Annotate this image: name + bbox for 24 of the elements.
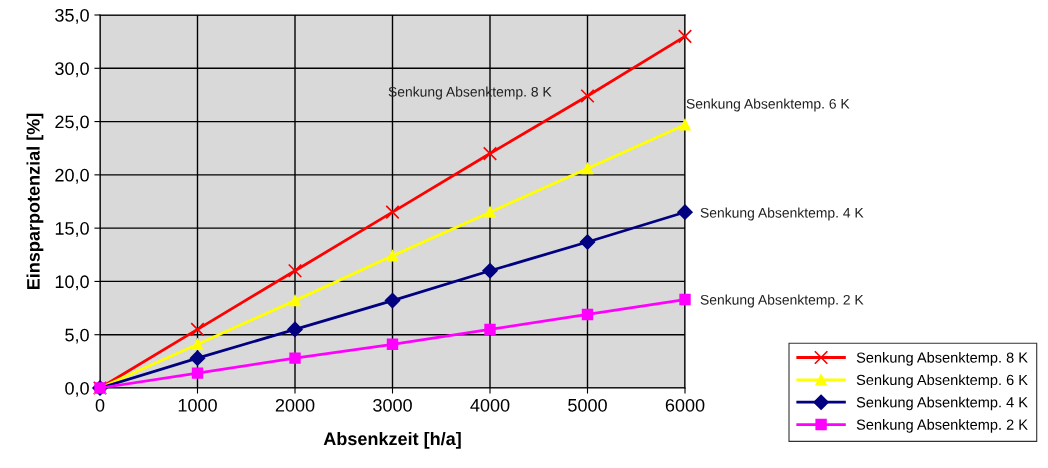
- y-tick-label: 35,0: [55, 8, 89, 24]
- y-tick-label: 0,0: [65, 381, 89, 397]
- legend-label: Senkung Absenktemp. 4 K: [856, 396, 1028, 411]
- y-tick-label: 25,0: [55, 115, 89, 131]
- y-tick-label: 5,0: [65, 328, 89, 344]
- y-tick-label: 20,0: [55, 168, 89, 184]
- y-tick-label: 30,0: [55, 62, 89, 78]
- x-tick-label: 6000: [665, 398, 705, 412]
- x-axis-title: Absenkzeit [h/a]: [323, 431, 461, 449]
- y-tick-label: 10,0: [55, 275, 89, 291]
- x-tick-label: 0: [95, 398, 105, 412]
- x-tick-label: 1000: [178, 398, 217, 412]
- x-tick-label: 4000: [470, 398, 510, 412]
- y-tick-label: 15,0: [55, 222, 89, 237]
- x-tick-label: 5000: [568, 398, 607, 412]
- text: Senkung Absenktemp. 2 K: [700, 294, 864, 308]
- legend-label: Senkung Absenktemp. 2 K: [856, 419, 1028, 433]
- legend-label: Senkung Absenktemp. 8 K: [856, 352, 1028, 366]
- text: Senkung Absenktemp. 6 K: [686, 98, 850, 112]
- x-tick-label: 3000: [373, 398, 412, 412]
- legend-label: Senkung Absenktemp. 6 K: [856, 374, 1028, 388]
- text: Senkung Absenktemp. 4 K: [700, 207, 864, 221]
- y-axis-title: Einsparpotenzial [%]: [26, 113, 44, 290]
- x-tick-label: 2000: [275, 398, 315, 412]
